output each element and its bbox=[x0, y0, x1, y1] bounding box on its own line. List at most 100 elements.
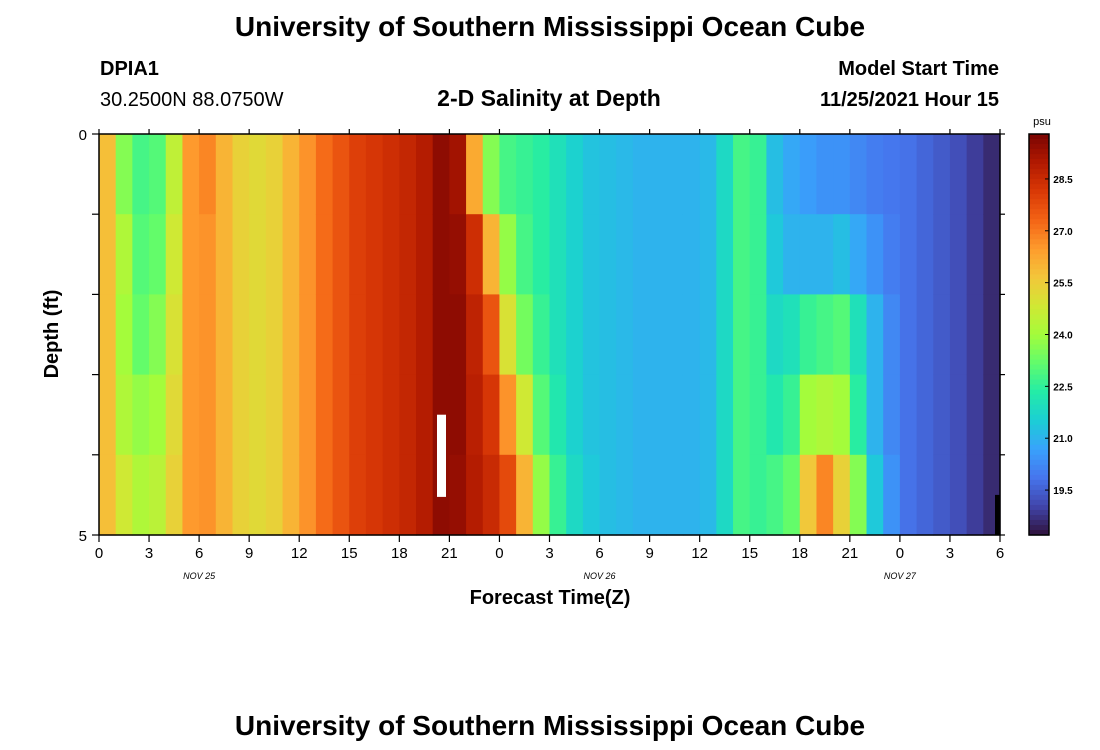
x-tick-label: 0 bbox=[495, 545, 503, 562]
heatmap-cell bbox=[332, 214, 350, 295]
heatmap-cell bbox=[799, 294, 818, 376]
heatmap-cell bbox=[516, 214, 534, 295]
colorbar-segment bbox=[1029, 234, 1049, 240]
heatmap-cell bbox=[532, 374, 551, 456]
colorbar-segment bbox=[1029, 349, 1049, 356]
heatmap-cell bbox=[849, 214, 868, 295]
station-coords: 30.2500N 88.0750W bbox=[100, 89, 284, 111]
heatmap-cell bbox=[499, 214, 517, 295]
heatmap-cell bbox=[232, 374, 250, 456]
heatmap-cell bbox=[265, 374, 284, 456]
heatmap-cell bbox=[532, 454, 551, 536]
x-tick-label: 15 bbox=[341, 545, 358, 562]
heatmap-cell bbox=[232, 294, 250, 376]
heatmap-cell bbox=[582, 454, 601, 536]
colorbar: 28.5 27.0 25.5 24.0 22.5 21.0 19.5 bbox=[1028, 133, 1073, 536]
heatmap-cell bbox=[582, 294, 601, 376]
colorbar-segment bbox=[1029, 299, 1049, 306]
heatmap-cell bbox=[299, 374, 317, 456]
model-start-label: Model Start Time bbox=[838, 58, 999, 80]
heatmap-cell bbox=[783, 214, 801, 295]
heatmap-cell bbox=[716, 294, 734, 376]
heatmap-cell bbox=[115, 134, 133, 215]
heatmap-cell bbox=[766, 214, 784, 295]
heatmap-cell bbox=[716, 134, 734, 215]
heatmap-cell bbox=[315, 294, 334, 376]
colorbar-segment bbox=[1029, 514, 1049, 521]
heatmap-cell bbox=[749, 294, 768, 376]
heatmap-cell bbox=[649, 214, 667, 295]
colorbar-segment bbox=[1029, 154, 1049, 160]
heatmap-cell bbox=[666, 374, 684, 456]
heatmap-cell bbox=[399, 294, 417, 376]
colorbar-segment bbox=[1029, 304, 1049, 311]
x-tick-label: 9 bbox=[245, 545, 253, 562]
heatmap-cell bbox=[382, 134, 400, 215]
heatmap-cell bbox=[649, 374, 667, 456]
heatmap-cell bbox=[966, 134, 984, 215]
heatmap-cell bbox=[549, 294, 567, 376]
heatmap-cell bbox=[566, 134, 584, 215]
heatmap-cell bbox=[365, 374, 384, 456]
date-labels: NOV 25 NOV 26 NOV 27 bbox=[183, 571, 917, 581]
heatmap-cell bbox=[516, 294, 534, 376]
heatmap-cell bbox=[733, 214, 751, 295]
colorbar-tick-label: 19.5 bbox=[1053, 486, 1073, 497]
heatmap-cell bbox=[983, 294, 1001, 376]
heatmap-cell bbox=[132, 454, 150, 536]
heatmap-cell bbox=[566, 294, 584, 376]
heatmap-cell bbox=[916, 214, 934, 295]
heatmap-cell bbox=[482, 294, 501, 376]
colorbar-segment bbox=[1029, 339, 1049, 346]
colorbar-segment bbox=[1029, 439, 1049, 446]
heatmap-cell bbox=[416, 134, 434, 215]
heatmap-cell bbox=[382, 374, 400, 456]
heatmap-cell bbox=[299, 214, 317, 295]
heatmap-cell bbox=[783, 294, 801, 376]
heatmap-cell bbox=[382, 214, 400, 295]
heatmap-cell bbox=[949, 454, 968, 536]
colorbar-segment bbox=[1029, 369, 1049, 376]
heatmap-cell bbox=[649, 454, 667, 536]
heatmap-cell bbox=[365, 454, 384, 536]
y-axis: 05 bbox=[79, 127, 1005, 545]
colorbar-segment bbox=[1029, 144, 1049, 150]
colorbar-segment bbox=[1029, 274, 1049, 280]
heatmap-cell bbox=[282, 134, 300, 215]
heatmap-cell bbox=[599, 134, 617, 215]
colorbar-tick-label: 24.0 bbox=[1053, 331, 1073, 342]
heatmap-cell bbox=[165, 134, 184, 215]
heatmap-cell bbox=[399, 454, 417, 536]
heatmap-cell bbox=[833, 134, 851, 215]
colorbar-segment bbox=[1029, 149, 1049, 155]
heatmap-cell bbox=[215, 134, 234, 215]
heatmap-cell bbox=[349, 454, 367, 536]
x-tick-label: 9 bbox=[645, 545, 653, 562]
x-tick-label: 21 bbox=[441, 545, 458, 562]
heatmap-cell bbox=[532, 294, 551, 376]
heatmap-cell bbox=[833, 374, 851, 456]
heatmap-cell bbox=[249, 454, 267, 536]
colorbar-segment bbox=[1029, 249, 1049, 255]
heatmap-cell bbox=[816, 134, 834, 215]
colorbar-segment bbox=[1029, 214, 1049, 220]
colorbar-tick-label: 28.5 bbox=[1053, 175, 1073, 186]
heatmap-cell bbox=[449, 294, 467, 376]
heatmap-cell bbox=[115, 294, 133, 376]
colorbar-segment bbox=[1029, 244, 1049, 250]
heatmap-cell bbox=[232, 214, 250, 295]
heatmap-cell bbox=[933, 454, 951, 536]
x-tick-label: 15 bbox=[741, 545, 758, 562]
heatmap-cell bbox=[599, 454, 617, 536]
heatmap-cell bbox=[749, 134, 768, 215]
colorbar-segment bbox=[1029, 414, 1049, 421]
colorbar-segment bbox=[1029, 494, 1049, 501]
heatmap-cell bbox=[416, 454, 434, 536]
colorbar-segment bbox=[1029, 159, 1049, 165]
heatmap-cell bbox=[466, 374, 484, 456]
heatmap-cell bbox=[466, 214, 484, 295]
heatmap-cell bbox=[699, 374, 717, 456]
heatmap-cell bbox=[199, 454, 217, 536]
x-tick-label: 3 bbox=[946, 545, 954, 562]
date-label: NOV 26 bbox=[584, 571, 616, 581]
